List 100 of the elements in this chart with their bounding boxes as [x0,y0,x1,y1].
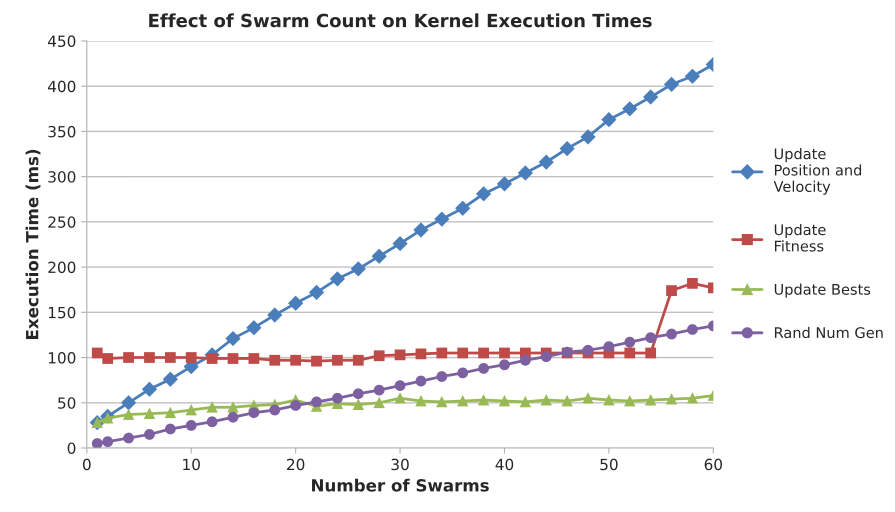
y-tick-label: 0 [68,442,76,454]
point [123,409,134,420]
point [352,388,364,400]
x-tick-label: 30 [392,458,409,470]
point [246,320,262,336]
point [311,356,322,367]
point [164,352,176,363]
point [164,424,176,434]
point [416,348,426,360]
point [162,372,178,387]
point [416,396,426,406]
point [666,285,677,296]
point [666,394,677,405]
x-tick-label: 10 [183,458,200,470]
point [478,348,489,358]
point [436,396,448,408]
point [434,212,450,227]
point [624,336,636,348]
point [457,348,468,358]
point [332,354,343,366]
point [478,363,489,374]
point [102,353,114,364]
point [624,396,636,406]
x-tick-label: 20 [287,458,304,470]
point [186,404,197,416]
point [538,154,554,170]
point [582,392,594,404]
point [102,436,114,448]
legend-label: Update Bests [774,284,870,298]
point [666,328,677,340]
point [226,331,240,346]
point [374,384,385,396]
point [645,394,656,406]
point [560,141,575,156]
point [624,348,636,358]
point [664,76,679,92]
point [228,412,238,423]
point [92,348,103,358]
x-tick-label: 0 [82,458,91,470]
y-tick-label: 100 [48,352,76,364]
y-tick-label: 150 [48,306,76,318]
point [499,359,510,370]
point [457,396,468,406]
point [622,101,638,116]
point [164,407,176,418]
point [332,392,343,404]
point [416,376,426,386]
point [288,296,304,311]
point [309,285,324,300]
point [687,392,698,404]
y-tick-label: 50 [58,397,76,409]
y-tick-label: 200 [48,262,76,274]
point [372,248,387,264]
point [248,353,260,364]
point [562,396,573,406]
legend-label: Update Position and Velocity [774,148,862,195]
point [540,351,552,362]
point [374,350,385,362]
x-tick-label: 60 [704,458,722,470]
point [499,396,510,406]
point [518,166,533,180]
point [687,278,698,289]
point [540,394,552,406]
point [604,341,614,352]
point [414,222,428,238]
legend-label: Rand Num Gen [774,326,883,338]
point [685,68,700,84]
point [330,271,345,286]
point [436,348,448,358]
point [520,396,531,408]
point [269,404,280,416]
point [144,408,155,420]
point [476,186,491,202]
y-tick-label: 400 [48,80,76,92]
point [392,236,408,251]
point [144,429,155,440]
point [92,438,103,448]
point [269,354,280,366]
y-tick-label: 250 [48,216,76,228]
y-tick-label: 300 [48,171,76,183]
point [455,200,470,216]
point [457,368,468,378]
point [228,402,238,413]
point [206,416,218,428]
point [142,382,157,397]
point [311,396,322,408]
point [186,352,197,363]
point [374,397,385,408]
point [248,407,260,418]
point [123,432,134,444]
point [582,344,594,356]
point [290,400,302,411]
point [497,176,512,192]
point [687,324,698,335]
point [186,420,197,431]
point [206,402,218,413]
point [580,129,596,144]
point [478,394,489,406]
point [206,353,218,364]
point [352,399,364,410]
